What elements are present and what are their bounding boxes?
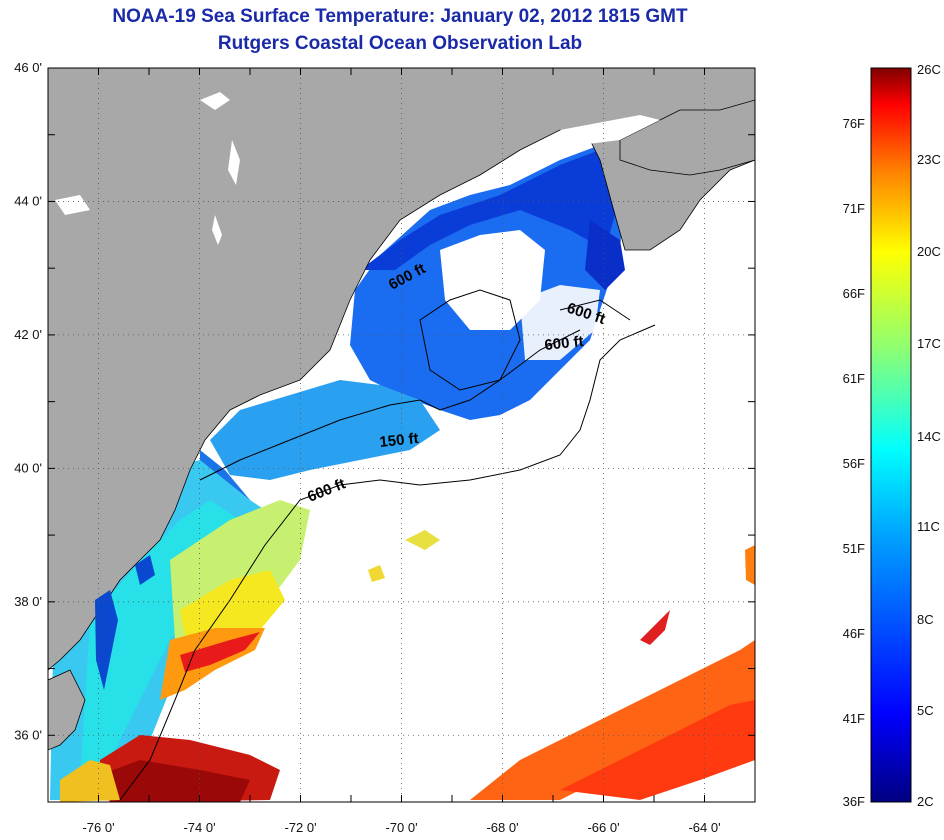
lon-tick-label: -76 0': [82, 820, 114, 835]
depth-label: 150 ft: [379, 430, 420, 451]
lon-tick-label: -66 0': [587, 820, 619, 835]
colorbar-celsius-label: 5C: [917, 703, 934, 718]
colorbar-fahrenheit-label: 71F: [843, 201, 865, 216]
colorbar-celsius-label: 17C: [917, 336, 941, 351]
map-subtitle: Rutgers Coastal Ocean Observation Lab: [217, 33, 583, 54]
colorbar-celsius-label: 14C: [917, 429, 941, 444]
colorbar-fahrenheit-label: 46F: [843, 626, 865, 641]
colorbar-celsius-label: 23C: [917, 152, 941, 167]
sst-field: [50, 145, 755, 802]
lon-tick-label: -68 0': [486, 820, 518, 835]
land-mass: [48, 68, 755, 751]
latitude-labels: 46 0' 44 0' 42 0' 40 0' 38 0' 36 0': [14, 60, 42, 742]
frame-ticks: [47, 67, 756, 803]
longitude-labels: -76 0' -74 0' -72 0' -70 0' -68 0' -66 0' -64 …: [82, 820, 720, 835]
colorbar-fahrenheit-label: 36F: [843, 794, 865, 809]
colorbar-fahrenheit-label: 66F: [843, 286, 865, 301]
colorbar-celsius-label: 2C: [917, 794, 934, 809]
lon-tick-label: -74 0': [183, 820, 215, 835]
colorbar-fahrenheit-label: 76F: [843, 116, 865, 131]
colorbar-celsius-label: 11C: [917, 519, 940, 534]
depth-contours: [119, 289, 656, 801]
lat-tick-label: 36 0': [14, 727, 42, 742]
lat-tick-label: 38 0': [14, 594, 42, 609]
bays: [95, 555, 155, 690]
lon-tick-label: -70 0': [385, 820, 417, 835]
colorbar-fahrenheit-labels: 76F 71F 66F 61F 56F 51F 46F 41F 36F: [843, 116, 865, 809]
lat-tick-label: 44 0': [14, 193, 42, 208]
colorbar-fahrenheit-label: 41F: [843, 711, 865, 726]
colorbar-celsius-label: 26C: [917, 62, 941, 77]
colorbar-fahrenheit-label: 61F: [843, 371, 865, 386]
lon-tick-label: -64 0': [688, 820, 720, 835]
colorbar-fahrenheit-label: 56F: [843, 456, 865, 471]
lat-tick-label: 46 0': [14, 60, 42, 75]
colorbar: [870, 67, 912, 803]
inland-water: [55, 92, 660, 245]
colorbar-celsius-labels: 26C 23C 20C 17C 14C 11C 8C 5C 2C: [917, 62, 941, 809]
colorbar-celsius-label: 8C: [917, 612, 934, 627]
colorbar-fahrenheit-label: 51F: [843, 541, 865, 556]
map-title: NOAA-19 Sea Surface Temperature: January…: [112, 6, 688, 27]
lat-tick-label: 40 0': [14, 460, 42, 475]
lat-tick-label: 42 0': [14, 327, 42, 342]
depth-label: 600 ft: [544, 333, 585, 354]
colorbar-celsius-label: 20C: [917, 244, 941, 259]
lon-tick-label: -72 0': [284, 820, 316, 835]
